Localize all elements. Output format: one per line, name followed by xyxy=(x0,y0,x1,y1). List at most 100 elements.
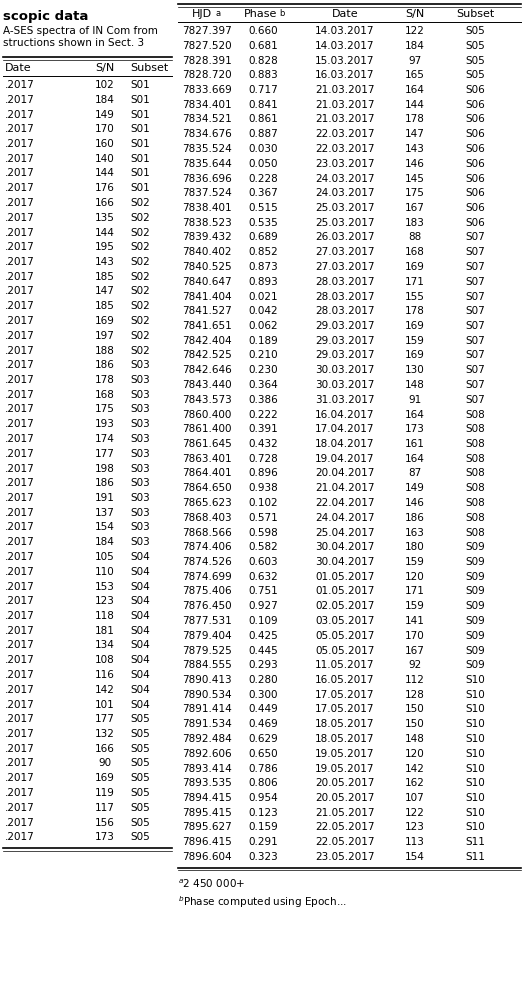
Text: 0.228: 0.228 xyxy=(248,173,278,184)
Text: S10: S10 xyxy=(465,793,485,803)
Text: 26.03.2017: 26.03.2017 xyxy=(315,232,375,242)
Text: 160: 160 xyxy=(95,139,115,149)
Text: 142: 142 xyxy=(405,764,425,773)
Text: 168: 168 xyxy=(95,390,115,400)
Text: 7893.414: 7893.414 xyxy=(182,764,232,773)
Text: 05.05.2017: 05.05.2017 xyxy=(315,631,375,641)
Text: 7896.415: 7896.415 xyxy=(182,838,232,848)
Text: 7836.696: 7836.696 xyxy=(182,173,232,184)
Text: 150: 150 xyxy=(405,704,425,714)
Text: 30.04.2017: 30.04.2017 xyxy=(315,542,375,552)
Text: 7895.415: 7895.415 xyxy=(182,808,232,818)
Text: 01.05.2017: 01.05.2017 xyxy=(315,572,375,582)
Text: 16.05.2017: 16.05.2017 xyxy=(315,675,375,685)
Text: 02.05.2017: 02.05.2017 xyxy=(315,601,375,611)
Text: 7860.400: 7860.400 xyxy=(182,409,232,419)
Text: 7838.523: 7838.523 xyxy=(182,218,232,227)
Text: 176: 176 xyxy=(95,183,115,193)
Text: S02: S02 xyxy=(130,316,150,326)
Text: 7895.627: 7895.627 xyxy=(182,823,232,833)
Text: 0.629: 0.629 xyxy=(248,734,278,744)
Text: 147: 147 xyxy=(405,130,425,139)
Text: S07: S07 xyxy=(465,262,485,272)
Text: 88: 88 xyxy=(408,232,422,242)
Text: 7828.720: 7828.720 xyxy=(182,70,232,80)
Text: 24.03.2017: 24.03.2017 xyxy=(315,188,375,198)
Text: 7890.413: 7890.413 xyxy=(182,675,232,685)
Text: 164: 164 xyxy=(405,85,425,95)
Text: 169: 169 xyxy=(95,773,115,783)
Text: 117: 117 xyxy=(95,803,115,813)
Text: S06: S06 xyxy=(465,115,485,125)
Text: 7868.403: 7868.403 xyxy=(182,512,232,523)
Text: 7840.647: 7840.647 xyxy=(182,277,232,287)
Text: 19.05.2017: 19.05.2017 xyxy=(315,764,375,773)
Text: 27.03.2017: 27.03.2017 xyxy=(315,247,375,257)
Text: S09: S09 xyxy=(465,572,485,582)
Text: S02: S02 xyxy=(130,227,150,237)
Text: 0.021: 0.021 xyxy=(248,292,278,302)
Text: 22.05.2017: 22.05.2017 xyxy=(315,838,375,848)
Text: 169: 169 xyxy=(405,262,425,272)
Text: 7861.645: 7861.645 xyxy=(182,439,232,449)
Text: HJD: HJD xyxy=(192,9,212,19)
Text: A-SES spectra of IN Com from: A-SES spectra of IN Com from xyxy=(3,26,158,36)
Text: 0.786: 0.786 xyxy=(248,764,278,773)
Text: 116: 116 xyxy=(95,670,115,680)
Text: 169: 169 xyxy=(95,316,115,326)
Text: S04: S04 xyxy=(130,567,150,577)
Text: 159: 159 xyxy=(405,557,425,567)
Text: S05: S05 xyxy=(465,26,485,36)
Text: 0.123: 0.123 xyxy=(248,808,278,818)
Text: 18.05.2017: 18.05.2017 xyxy=(315,734,375,744)
Text: S02: S02 xyxy=(130,345,150,355)
Text: 185: 185 xyxy=(95,272,115,282)
Text: S09: S09 xyxy=(465,601,485,611)
Text: 140: 140 xyxy=(95,153,115,164)
Text: 16.04.2017: 16.04.2017 xyxy=(315,409,375,419)
Text: 0.751: 0.751 xyxy=(248,586,278,596)
Text: 0.230: 0.230 xyxy=(248,365,278,375)
Text: .2017: .2017 xyxy=(5,434,35,444)
Text: .2017: .2017 xyxy=(5,833,35,843)
Text: 87: 87 xyxy=(408,469,422,479)
Text: S02: S02 xyxy=(130,272,150,282)
Text: 7837.524: 7837.524 xyxy=(182,188,232,198)
Text: S03: S03 xyxy=(130,405,150,414)
Text: 122: 122 xyxy=(405,808,425,818)
Text: .2017: .2017 xyxy=(5,110,35,120)
Text: 153: 153 xyxy=(95,582,115,591)
Text: .2017: .2017 xyxy=(5,552,35,562)
Text: 175: 175 xyxy=(405,188,425,198)
Text: 21.03.2017: 21.03.2017 xyxy=(315,85,375,95)
Text: S09: S09 xyxy=(465,557,485,567)
Text: 0.386: 0.386 xyxy=(248,395,278,405)
Text: $^a$2 450 000+: $^a$2 450 000+ xyxy=(178,878,245,890)
Text: S08: S08 xyxy=(465,527,485,537)
Text: 144: 144 xyxy=(95,227,115,237)
Text: S03: S03 xyxy=(130,419,150,429)
Text: 120: 120 xyxy=(405,572,425,582)
Text: 0.293: 0.293 xyxy=(248,661,278,671)
Text: 7833.669: 7833.669 xyxy=(182,85,232,95)
Text: 0.896: 0.896 xyxy=(248,469,278,479)
Text: 7868.566: 7868.566 xyxy=(182,527,232,537)
Text: S05: S05 xyxy=(130,759,150,768)
Text: 0.938: 0.938 xyxy=(248,484,278,494)
Text: .2017: .2017 xyxy=(5,641,35,651)
Text: 161: 161 xyxy=(405,439,425,449)
Text: 130: 130 xyxy=(405,365,425,375)
Text: S07: S07 xyxy=(465,395,485,405)
Text: 118: 118 xyxy=(95,611,115,621)
Text: S03: S03 xyxy=(130,375,150,385)
Text: 0.062: 0.062 xyxy=(248,321,278,331)
Text: 29.03.2017: 29.03.2017 xyxy=(315,335,375,346)
Text: 30.03.2017: 30.03.2017 xyxy=(315,380,375,390)
Text: S07: S07 xyxy=(465,321,485,331)
Text: 169: 169 xyxy=(405,350,425,361)
Text: 122: 122 xyxy=(405,26,425,36)
Text: 7879.404: 7879.404 xyxy=(182,631,232,641)
Text: 186: 186 xyxy=(405,512,425,523)
Text: 166: 166 xyxy=(95,198,115,208)
Text: S11: S11 xyxy=(465,838,485,848)
